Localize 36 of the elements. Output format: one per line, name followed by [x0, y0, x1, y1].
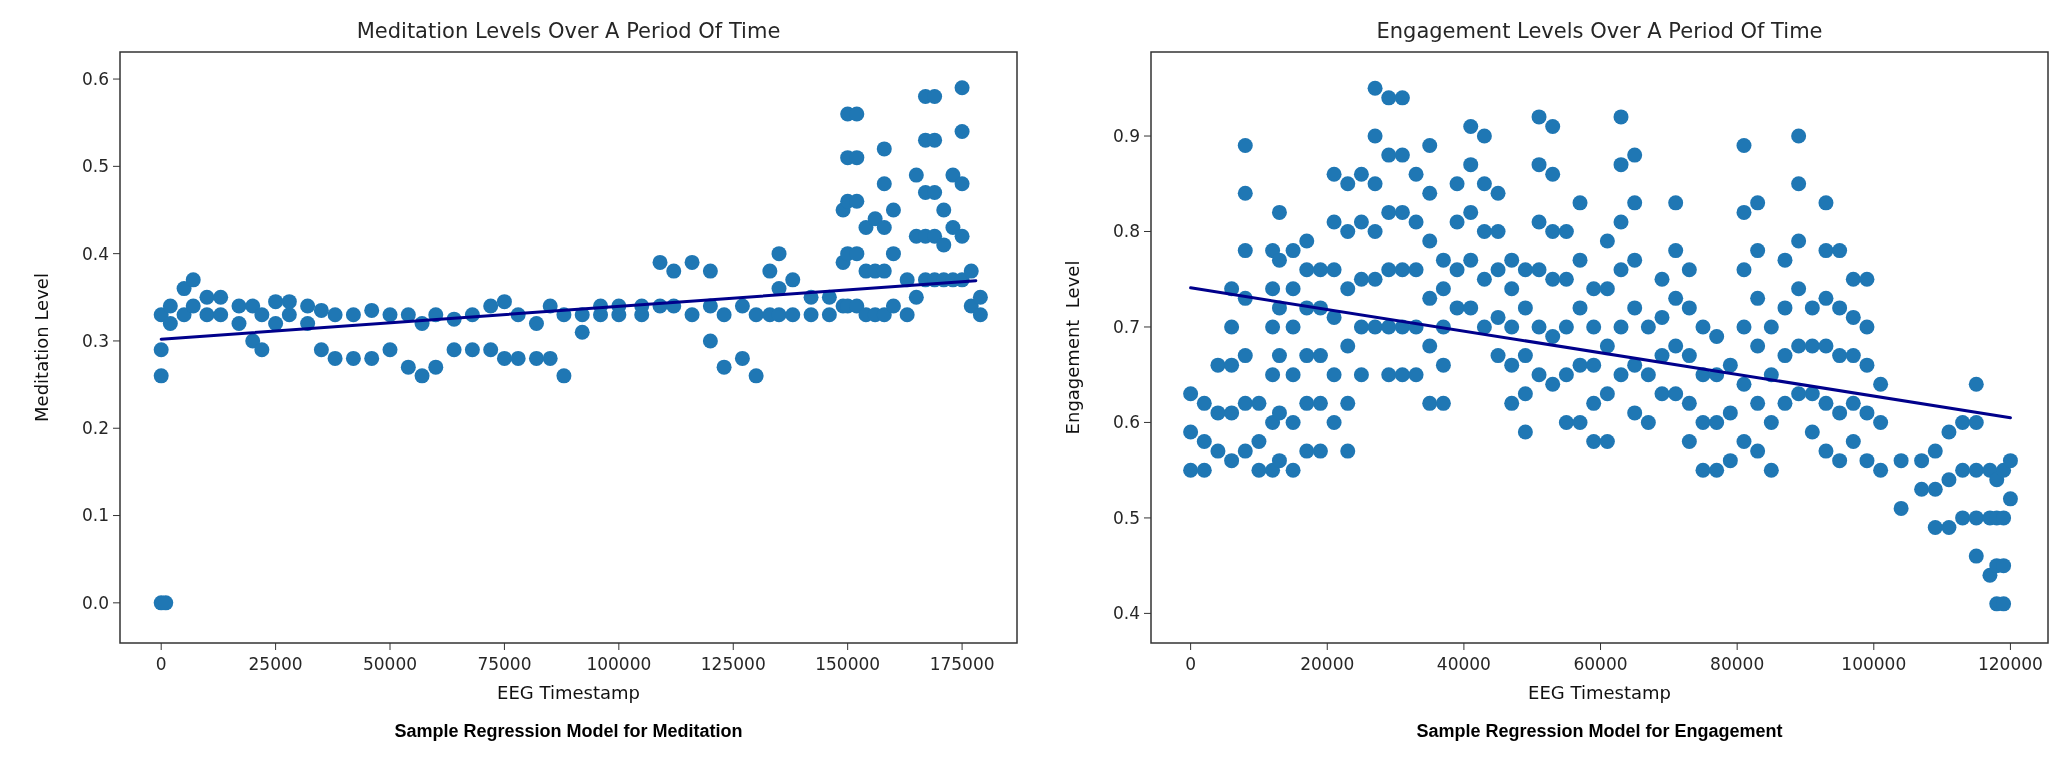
y-tick-label: 0.3 — [81, 330, 109, 351]
y-tick-label: 0.5 — [81, 156, 109, 177]
y-tick-label: 0.4 — [81, 243, 109, 264]
x-tick-label: 60000 — [1573, 654, 1628, 674]
y-tick-label: 0.5 — [1112, 507, 1140, 528]
chart-title: Engagement Levels Over A Period Of Time — [1376, 19, 1823, 43]
y-tick-label: 0.1 — [81, 505, 109, 526]
y-tick-label: 0.7 — [1112, 316, 1140, 337]
x-axis-title: EEG Timestamp — [497, 682, 640, 703]
x-tick-label: 125000 — [700, 654, 766, 674]
x-tick-label: 100000 — [586, 654, 652, 674]
y-tick-label: 0.0 — [81, 592, 109, 613]
x-tick-label: 0 — [1185, 654, 1197, 674]
x-tick-label: 20000 — [1300, 654, 1355, 674]
text: Sample Regression Model for Engagement — [1416, 721, 1783, 741]
x-tick-label: 150000 — [815, 654, 881, 674]
x-tick-label: 50000 — [362, 654, 418, 674]
x-tick-label: 175000 — [929, 654, 995, 674]
y-tick-label: 0.6 — [1112, 412, 1140, 433]
chart-title: Meditation Levels Over A Period Of Time — [356, 19, 781, 43]
x-tick-label: 0 — [155, 654, 167, 674]
y-tick-label: 0.6 — [81, 69, 109, 90]
y-axis-title: Meditation Level — [31, 273, 52, 422]
y-tick-label: 0.4 — [1112, 603, 1140, 624]
y-axis-title: Engagement Level — [1062, 260, 1083, 435]
x-tick-label: 25000 — [248, 654, 303, 674]
y-tick-label: 0.9 — [1112, 125, 1140, 146]
x-tick-label: 40000 — [1436, 654, 1491, 674]
y-tick-label: 0.2 — [81, 418, 109, 439]
x-tick-label: 80000 — [1710, 654, 1765, 674]
x-tick-label: 75000 — [477, 654, 532, 674]
x-tick-label: 120000 — [1977, 654, 2043, 674]
x-axis-title: EEG Timestamp — [1528, 682, 1671, 703]
text: Sample Regression Model for Meditation — [394, 721, 743, 741]
y-tick-label: 0.8 — [1112, 221, 1140, 242]
x-tick-label: 100000 — [1841, 654, 1907, 674]
